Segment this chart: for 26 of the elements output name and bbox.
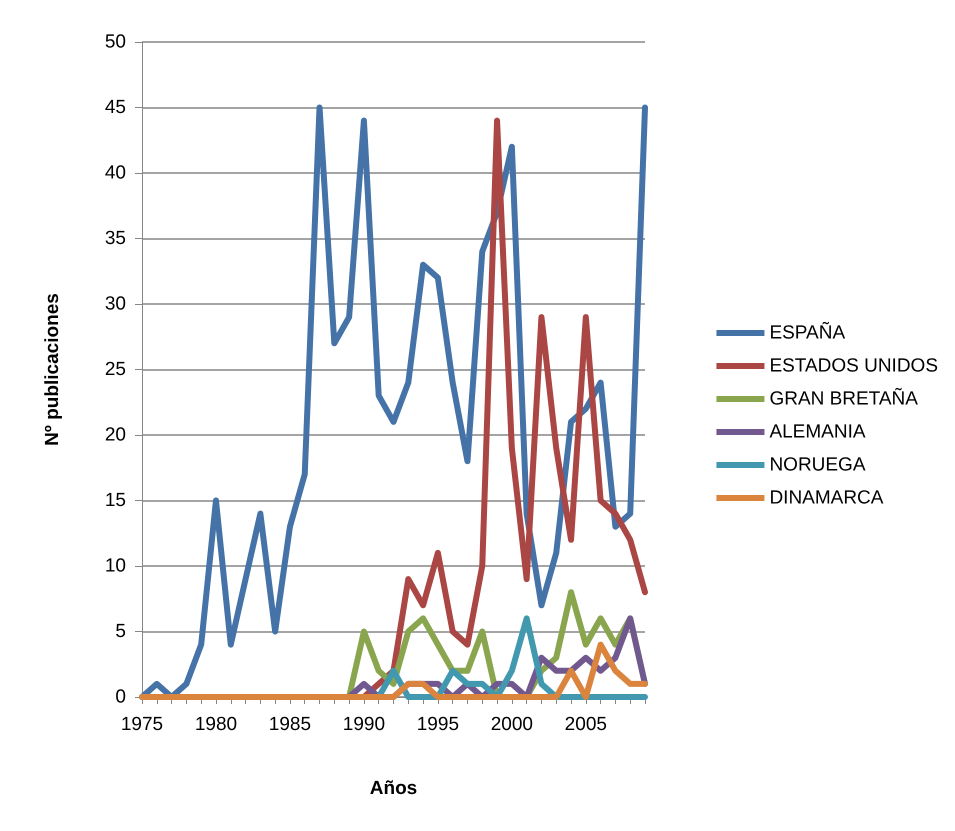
legend-label: ALEMANIA — [769, 422, 866, 442]
legend-label: ESPAÑA — [769, 322, 846, 344]
x-tick-label: 1995 — [416, 714, 460, 735]
y-tick-label: 0 — [115, 686, 126, 708]
y-tick-label: 45 — [104, 97, 126, 118]
y-tick-label: 35 — [104, 228, 126, 249]
y-tick-label: 50 — [104, 32, 126, 52]
y-tick-label: 5 — [115, 621, 126, 642]
x-tick-label: 1990 — [342, 714, 386, 735]
x-tick-label: 1985 — [268, 714, 312, 735]
x-tick-label: 1980 — [194, 714, 238, 735]
y-tick-label: 20 — [104, 424, 126, 446]
y-axis-title: Nº publicaciones — [42, 293, 63, 446]
legend-label: NORUEGA — [769, 454, 866, 476]
x-tick-label: 1975 — [120, 714, 164, 735]
legend-label: ESTADOS UNIDOS — [769, 356, 938, 376]
x-tick-label: 2000 — [490, 714, 533, 735]
y-tick-label: 25 — [104, 359, 126, 380]
y-tick-label: 30 — [104, 294, 126, 314]
x-axis-title: Años — [370, 778, 418, 799]
y-tick-label: 15 — [104, 490, 126, 511]
y-tick-label: 10 — [104, 556, 126, 576]
y-tick-label: 40 — [104, 162, 126, 184]
x-tick-label: 2005 — [564, 714, 607, 735]
legend-label: GRAN BRETAÑA — [769, 388, 918, 410]
legend-label: DINAMARCA — [769, 488, 884, 508]
